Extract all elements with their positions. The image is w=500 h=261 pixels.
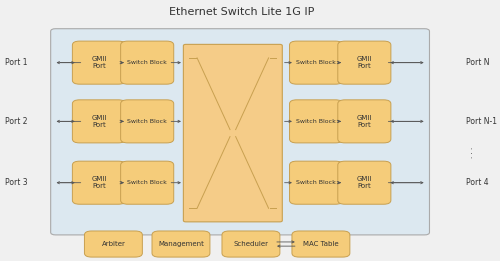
FancyBboxPatch shape (290, 41, 343, 84)
Text: Management: Management (158, 241, 204, 247)
Text: Scheduler: Scheduler (234, 241, 268, 247)
FancyBboxPatch shape (338, 161, 391, 204)
Text: Port 4: Port 4 (466, 178, 488, 187)
FancyBboxPatch shape (72, 41, 126, 84)
Text: GMII
Port: GMII Port (356, 115, 372, 128)
Text: GMII
Port: GMII Port (356, 56, 372, 69)
Text: Switch Block: Switch Block (127, 60, 167, 65)
Text: Port 2: Port 2 (5, 117, 28, 126)
FancyBboxPatch shape (72, 100, 126, 143)
Text: GMII
Port: GMII Port (91, 56, 106, 69)
FancyBboxPatch shape (290, 100, 343, 143)
FancyBboxPatch shape (120, 161, 174, 204)
FancyBboxPatch shape (50, 29, 430, 235)
FancyBboxPatch shape (120, 41, 174, 84)
FancyBboxPatch shape (292, 231, 350, 257)
FancyBboxPatch shape (152, 231, 210, 257)
FancyBboxPatch shape (222, 231, 280, 257)
Text: Switch Block: Switch Block (296, 180, 336, 185)
FancyBboxPatch shape (120, 100, 174, 143)
Text: GMII
Port: GMII Port (91, 176, 106, 189)
FancyBboxPatch shape (338, 100, 391, 143)
FancyBboxPatch shape (338, 41, 391, 84)
Text: GMII
Port: GMII Port (356, 176, 372, 189)
FancyBboxPatch shape (290, 161, 343, 204)
FancyBboxPatch shape (84, 231, 142, 257)
FancyBboxPatch shape (184, 44, 282, 222)
Text: · · ·: · · · (470, 146, 476, 158)
Text: Switch Block: Switch Block (127, 180, 167, 185)
Text: MAC Table: MAC Table (303, 241, 338, 247)
Text: Port 3: Port 3 (5, 178, 28, 187)
Text: Port N: Port N (466, 58, 489, 67)
Text: GMII
Port: GMII Port (91, 115, 106, 128)
Text: Switch Block: Switch Block (127, 119, 167, 124)
Text: Port 1: Port 1 (5, 58, 28, 67)
Text: Arbiter: Arbiter (102, 241, 126, 247)
Text: Switch Block: Switch Block (296, 119, 336, 124)
FancyBboxPatch shape (72, 161, 126, 204)
Text: Ethernet Switch Lite 1G IP: Ethernet Switch Lite 1G IP (168, 7, 314, 16)
Text: Switch Block: Switch Block (296, 60, 336, 65)
Text: Port N-1: Port N-1 (466, 117, 496, 126)
